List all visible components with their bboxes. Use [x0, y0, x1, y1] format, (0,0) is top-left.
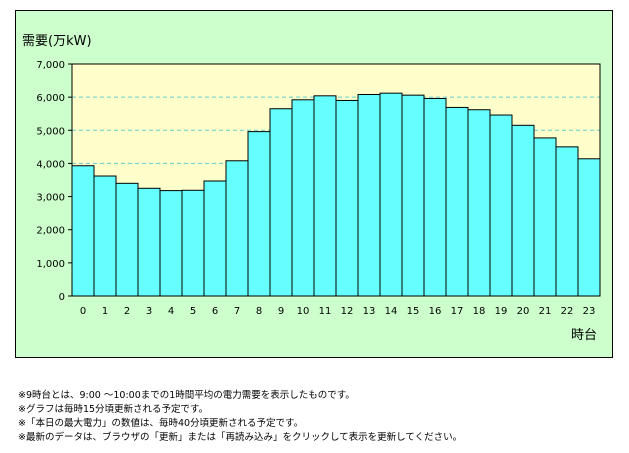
bar	[115, 182, 139, 297]
bar	[423, 97, 447, 297]
y-axis-label: 需要(万kW)	[22, 34, 92, 49]
y-tick-label: 1,000	[36, 259, 65, 270]
x-tick-label: 11	[319, 306, 332, 317]
bar	[445, 106, 469, 297]
x-tick-label: 3	[146, 306, 152, 317]
x-tick-label: 15	[407, 306, 420, 317]
y-tick-label: 2,000	[36, 226, 65, 237]
y-tick-label: 4,000	[36, 159, 65, 170]
x-tick-label: 6	[212, 306, 218, 317]
bar	[291, 99, 315, 297]
note-line: ※最新のデータは、ブラウザの「更新」または「再読み込み」をクリックして表示を更新…	[18, 432, 463, 443]
bar	[313, 95, 337, 297]
note-line: ※9時台とは、9:00 ～10:00までの1時間平均の電力需要を表示したものです…	[18, 390, 355, 401]
notes: ※9時台とは、9:00 ～10:00までの1時間平均の電力需要を表示したものです…	[18, 389, 462, 445]
y-tick-label: 5,000	[36, 126, 65, 137]
note-line: ※「本日の最大電力」の数値は、毎時40分頃更新される予定です。	[18, 418, 304, 429]
bar	[203, 180, 227, 297]
y-tick-label: 6,000	[36, 93, 65, 104]
x-tick-label: 16	[429, 306, 442, 317]
x-tick-label: 10	[297, 306, 310, 317]
x-tick-label: 9	[278, 306, 284, 317]
x-tick-label: 12	[341, 306, 354, 317]
note-line: ※グラフは毎時15分頃更新される予定です。	[18, 404, 209, 415]
x-tick-label: 14	[385, 306, 398, 317]
bar	[533, 137, 557, 297]
bar	[225, 160, 249, 297]
y-tick-label: 7,000	[36, 60, 65, 71]
bar	[137, 187, 161, 297]
bar	[93, 175, 117, 297]
x-tick-label: 4	[168, 306, 174, 317]
bar	[335, 99, 359, 297]
x-tick-label: 19	[495, 306, 508, 317]
x-tick-label: 8	[256, 306, 262, 317]
x-tick-label: 18	[473, 306, 486, 317]
bar	[379, 92, 403, 297]
x-tick-label: 0	[80, 306, 86, 317]
bar	[71, 165, 95, 297]
x-axis-label: 時台	[571, 328, 598, 343]
x-tick-label: 13	[363, 306, 376, 317]
y-tick-label: 3,000	[36, 193, 65, 204]
x-tick-label: 21	[539, 306, 552, 317]
x-tick-label: 5	[190, 306, 196, 317]
bar	[357, 93, 381, 297]
bar	[401, 94, 425, 297]
bar	[247, 131, 271, 297]
bar	[555, 146, 579, 297]
bar	[181, 189, 205, 297]
y-tick-label: 0	[59, 292, 65, 303]
x-tick-label: 22	[561, 306, 574, 317]
bar	[269, 108, 293, 297]
bar	[577, 158, 601, 297]
x-tick-label: 23	[583, 306, 596, 317]
bar	[467, 109, 491, 297]
x-tick-label: 20	[517, 306, 530, 317]
x-tick-label: 7	[234, 306, 240, 317]
bar	[489, 114, 513, 297]
x-tick-label: 2	[124, 306, 130, 317]
x-tick-label: 1	[102, 306, 108, 317]
plot-border	[71, 63, 601, 297]
bar	[511, 124, 535, 297]
bar	[159, 190, 183, 297]
x-tick-label: 17	[451, 306, 464, 317]
